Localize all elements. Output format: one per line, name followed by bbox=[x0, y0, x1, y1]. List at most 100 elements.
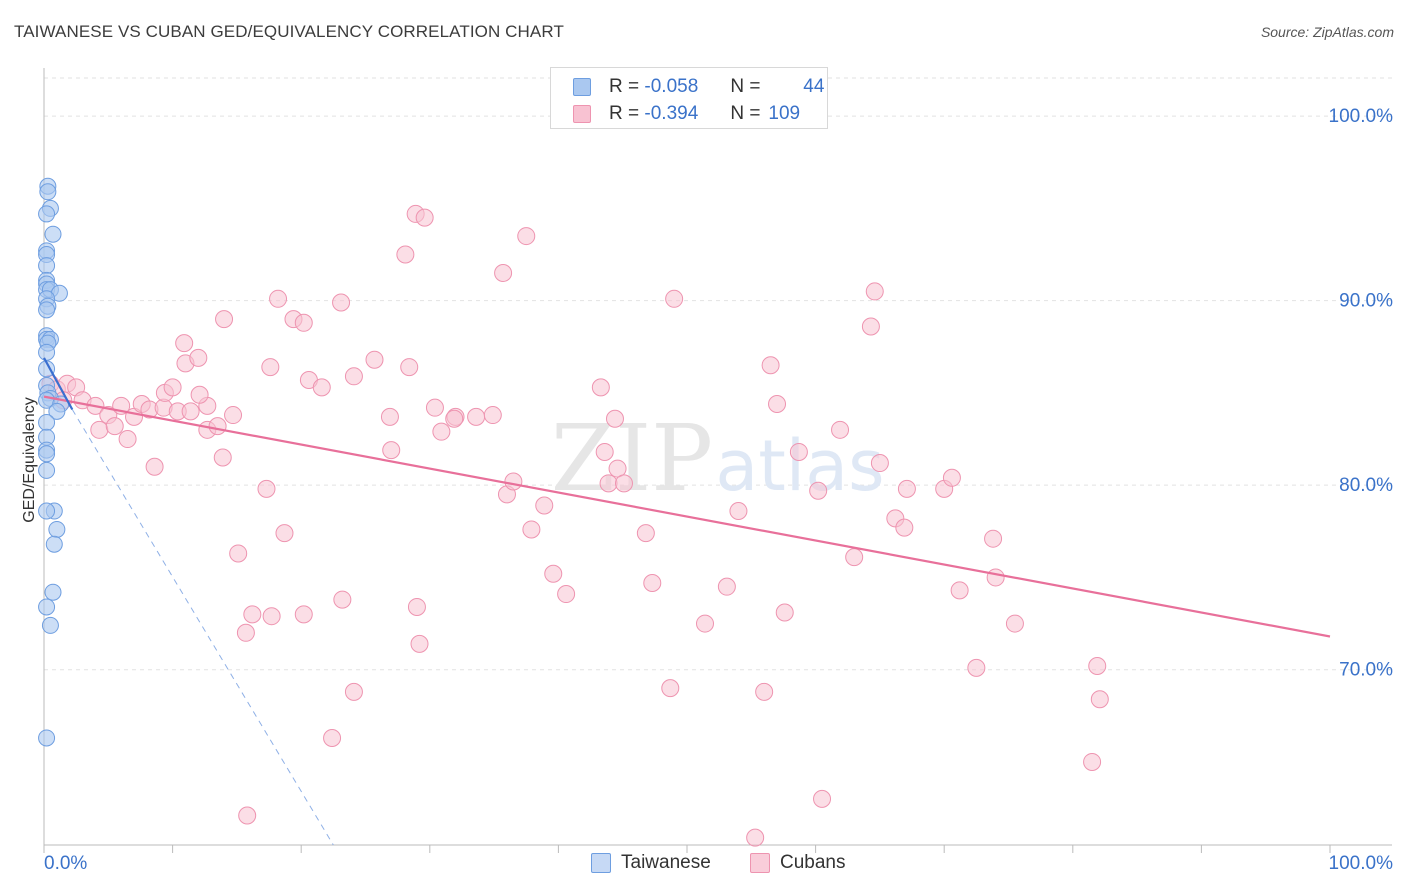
point-cubans bbox=[190, 385, 209, 404]
point-cubans bbox=[1005, 614, 1024, 633]
point-cubans bbox=[831, 420, 850, 439]
chart-title: TAIWANESE VS CUBAN GED/EQUIVALENCY CORRE… bbox=[14, 22, 564, 41]
watermark-zip: ZIP bbox=[551, 405, 713, 512]
r-value-taiwanese: -0.058 bbox=[644, 76, 699, 97]
point-cubans bbox=[243, 605, 262, 624]
point-cubans bbox=[163, 378, 182, 397]
point-cubans bbox=[717, 577, 736, 596]
point-cubans bbox=[229, 544, 248, 563]
point-cubans bbox=[605, 409, 624, 428]
point-cubans bbox=[257, 479, 276, 498]
point-cubans bbox=[425, 398, 444, 417]
point-cubans bbox=[236, 623, 255, 642]
point-cubans bbox=[950, 581, 969, 600]
point-cubans bbox=[504, 472, 523, 491]
source-label: Source: ZipAtlas.com bbox=[1260, 24, 1394, 40]
cubans-swatch bbox=[573, 105, 591, 123]
point-cubans bbox=[517, 227, 536, 246]
point-cubans bbox=[755, 682, 774, 701]
point-cubans bbox=[865, 282, 884, 301]
r-value-cubans: -0.394 bbox=[644, 103, 699, 124]
point-cubans bbox=[789, 442, 808, 461]
point-cubans bbox=[332, 293, 351, 312]
point-cubans bbox=[761, 356, 780, 375]
point-cubans bbox=[665, 289, 684, 308]
point-cubans bbox=[213, 448, 232, 467]
point-taiwanese bbox=[45, 535, 63, 553]
point-cubans bbox=[1083, 752, 1102, 771]
point-cubans bbox=[275, 524, 294, 543]
point-cubans bbox=[746, 828, 765, 847]
point-cubans bbox=[344, 367, 363, 386]
point-cubans bbox=[467, 407, 486, 426]
point-cubans bbox=[636, 524, 655, 543]
point-cubans bbox=[380, 407, 399, 426]
y-axis-label: GED/Equivalency bbox=[21, 397, 38, 522]
point-cubans bbox=[400, 358, 419, 377]
point-cubans bbox=[595, 442, 614, 461]
point-cubans bbox=[175, 334, 194, 353]
legend-row-taiwanese: R = -0.058 N = 44 bbox=[573, 74, 824, 100]
point-cubans bbox=[261, 358, 280, 377]
n-label: N = bbox=[730, 76, 761, 97]
point-cubans bbox=[189, 348, 208, 367]
point-cubans bbox=[895, 518, 914, 537]
point-cubans bbox=[696, 614, 715, 633]
point-cubans bbox=[861, 317, 880, 336]
point-cubans bbox=[312, 378, 331, 397]
point-cubans bbox=[181, 402, 200, 421]
point-cubans bbox=[410, 634, 429, 653]
trend-lines bbox=[43, 357, 1331, 846]
point-cubans bbox=[768, 394, 787, 413]
x-tick-label-max: 100.0% bbox=[1329, 853, 1394, 874]
trend-line-cubans bbox=[43, 395, 1331, 638]
point-taiwanese bbox=[44, 225, 62, 243]
point-cubans bbox=[984, 529, 1003, 548]
point-cubans bbox=[557, 585, 576, 604]
point-cubans bbox=[215, 310, 234, 329]
point-cubans bbox=[415, 208, 434, 227]
watermark: ZIP atlas bbox=[551, 405, 885, 512]
point-cubans bbox=[269, 289, 288, 308]
y-tick-label: 100.0% bbox=[1329, 106, 1394, 127]
point-cubans bbox=[224, 406, 243, 425]
r-label: R = bbox=[609, 103, 640, 124]
tick-labels: 70.0% 80.0% 90.0% 100.0% 0.0% 100.0% bbox=[44, 106, 1393, 874]
point-cubans bbox=[294, 313, 313, 332]
legend-label-taiwanese: Taiwanese bbox=[621, 852, 711, 873]
x-tick-label-min: 0.0% bbox=[44, 853, 87, 874]
point-taiwanese bbox=[38, 461, 56, 479]
point-cubans bbox=[942, 468, 961, 487]
point-taiwanese bbox=[39, 183, 57, 201]
point-cubans bbox=[870, 454, 889, 473]
point-cubans bbox=[845, 548, 864, 567]
series-legend: Taiwanese Cubans bbox=[0, 852, 1406, 876]
point-cubans bbox=[407, 597, 426, 616]
point-cubans bbox=[344, 682, 363, 701]
point-taiwanese bbox=[38, 413, 56, 431]
point-cubans bbox=[544, 564, 563, 583]
point-cubans bbox=[809, 481, 828, 500]
point-cubans bbox=[1090, 690, 1109, 709]
point-taiwanese bbox=[38, 598, 56, 616]
point-taiwanese bbox=[38, 343, 56, 361]
point-cubans bbox=[729, 502, 748, 521]
point-cubans bbox=[145, 457, 164, 476]
point-cubans bbox=[294, 605, 313, 624]
cubans-swatch bbox=[750, 853, 770, 873]
series-cubans bbox=[41, 204, 1109, 847]
legend-row-cubans: R = -0.394 N = 109 bbox=[573, 101, 800, 127]
taiwanese-swatch bbox=[591, 853, 611, 873]
point-cubans bbox=[333, 590, 352, 609]
trend-line-taiwanese bbox=[43, 357, 74, 411]
point-taiwanese bbox=[38, 301, 56, 319]
point-taiwanese bbox=[44, 583, 62, 601]
point-cubans bbox=[365, 350, 384, 369]
point-cubans bbox=[208, 417, 227, 436]
trend-line-taiwanese-extension bbox=[71, 409, 334, 846]
point-cubans bbox=[643, 573, 662, 592]
point-taiwanese bbox=[48, 520, 66, 538]
legend-item-taiwanese: Taiwanese bbox=[591, 852, 711, 874]
point-cubans bbox=[535, 496, 554, 515]
point-cubans bbox=[614, 474, 633, 493]
